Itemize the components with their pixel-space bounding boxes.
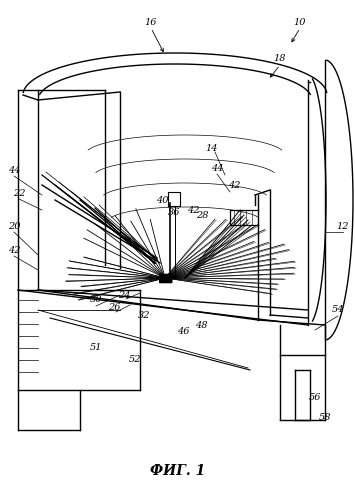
Text: 22: 22: [13, 189, 25, 198]
Text: 46: 46: [177, 327, 189, 336]
Text: 12: 12: [337, 222, 349, 231]
Text: 16: 16: [145, 17, 157, 26]
Text: 30: 30: [90, 295, 102, 304]
Text: 18: 18: [274, 53, 286, 62]
Text: 51: 51: [90, 343, 102, 352]
Text: 42: 42: [8, 246, 20, 254]
Text: 28: 28: [196, 211, 208, 220]
Text: 36: 36: [168, 208, 180, 217]
Text: 14: 14: [206, 144, 218, 153]
Text: 42: 42: [187, 206, 199, 215]
Text: 44: 44: [8, 166, 20, 175]
Text: ФИГ. 1: ФИГ. 1: [150, 464, 205, 478]
Text: 40: 40: [156, 196, 168, 205]
Text: 54: 54: [332, 305, 344, 314]
Text: 44: 44: [211, 164, 223, 173]
Text: 52: 52: [129, 355, 141, 364]
Text: 26: 26: [108, 303, 120, 312]
Text: 48: 48: [195, 320, 207, 329]
Text: 42: 42: [228, 181, 240, 190]
Text: 10: 10: [294, 17, 306, 26]
Text: 56: 56: [309, 394, 321, 403]
Text: 58: 58: [319, 414, 331, 423]
Text: 24: 24: [118, 290, 130, 299]
Text: 20: 20: [8, 222, 20, 231]
Text: 32: 32: [138, 310, 150, 319]
